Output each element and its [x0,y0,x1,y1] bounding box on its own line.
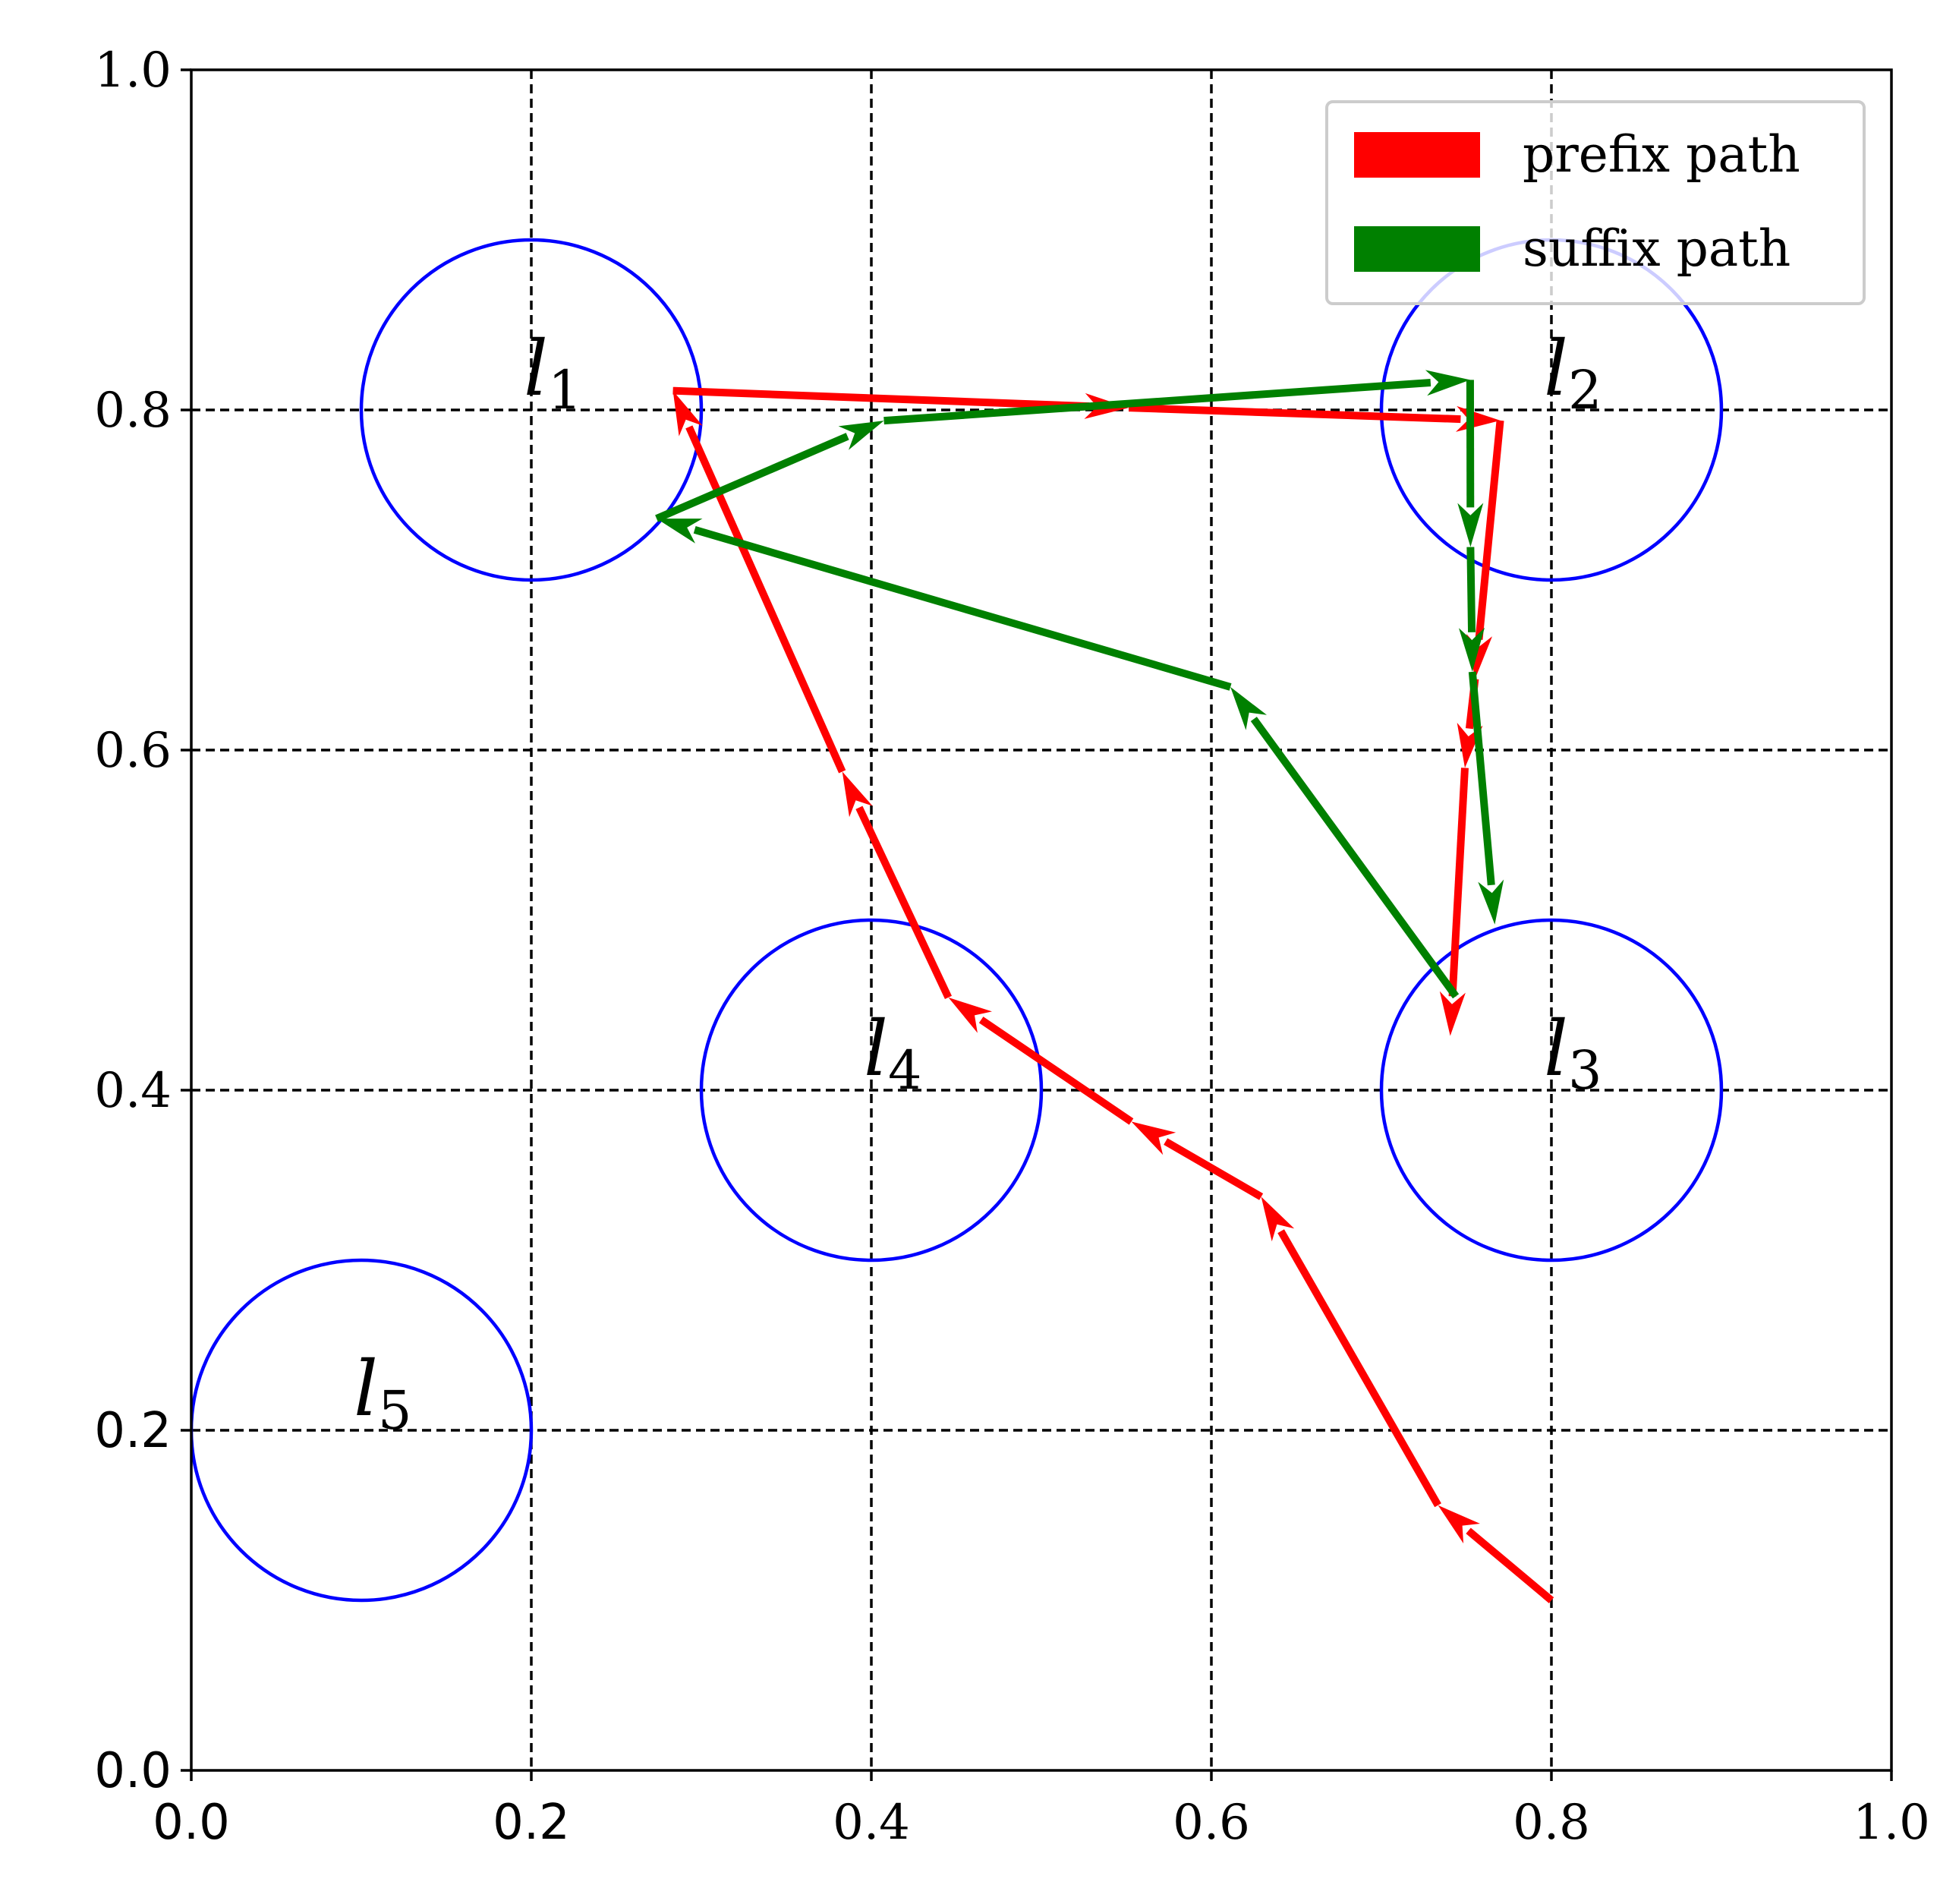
legend-swatch [1354,226,1480,272]
arrowhead [842,771,873,818]
arrowhead [1131,1121,1176,1155]
x-tick-label: 0.0 [153,1795,230,1851]
region-label-l5: l5 [354,1344,412,1442]
legend-swatch [1354,132,1480,178]
series-prefix-path [672,386,1554,1603]
path-segment [1466,547,1476,632]
path-segment [1466,1527,1554,1603]
region-label-l3: l3 [1544,1004,1602,1102]
regions [191,238,1724,1603]
path-segment [685,425,846,774]
arrowhead [1425,370,1470,396]
path-segment [1250,717,1460,999]
region-label-l4: l4 [864,1004,922,1102]
y-tick-label: 0.8 [94,383,172,439]
path-segment [1164,1138,1264,1200]
x-tick-label: 0.2 [493,1795,570,1851]
path-segment [1128,404,1461,424]
axes: 0.0 0.2 0.4 0.6 0.8 1.0 0.0 0.2 0.4 0.6 0.8 1.0 [94,43,1930,1851]
arrowhead [1261,1196,1295,1242]
legend: prefix path suffix path [1325,100,1866,305]
axes-frame [190,68,1893,1772]
path-segment [655,433,849,522]
region-circle-l1 [359,238,704,582]
path-segment [693,526,1232,691]
arrowhead [1439,991,1466,1036]
arrowhead [672,390,703,437]
y-tick-label: 0.6 [94,723,172,779]
path-segment [883,378,1431,425]
arrowhead [948,997,992,1033]
arrowhead [1457,503,1484,547]
grid-lines [191,70,1891,1770]
region-label-l1: l1 [524,324,582,421]
path-segment [1468,671,1495,886]
y-tick-label: 1.0 [94,43,172,99]
arrowhead [1459,627,1485,672]
legend-label: suffix path [1523,219,1791,278]
x-tick-label: 0.4 [833,1795,910,1851]
region-label-l2: l2 [1544,324,1602,421]
arrowhead [657,519,703,544]
region-circle-l4 [699,918,1044,1263]
path-segment [1277,1229,1441,1508]
path-segment [855,805,952,1000]
path-segment [672,386,1090,411]
arrowhead [1438,1505,1480,1544]
region-labels: l1 l2 l3 l4 l5 [354,324,1602,1442]
y-tick-label: 0.0 [94,1743,172,1799]
arrowhead [838,421,884,450]
legend-label: prefix path [1523,125,1800,184]
arrowhead [1478,879,1504,925]
y-tick-label: 0.2 [94,1403,172,1459]
region-circle-l3 [1379,918,1724,1263]
path-segment [1448,768,1469,997]
y-tick-label: 0.4 [94,1063,172,1119]
x-tick-label: 1.0 [1853,1795,1930,1851]
path-segment [978,1017,1134,1125]
series-suffix-path [655,370,1504,999]
paths [655,370,1554,1603]
x-tick-label: 0.8 [1513,1795,1590,1851]
x-tick-label: 0.6 [1173,1795,1250,1851]
region-circle-l5 [191,1258,534,1603]
arrowhead [1230,686,1267,730]
path-segment [1475,420,1504,640]
